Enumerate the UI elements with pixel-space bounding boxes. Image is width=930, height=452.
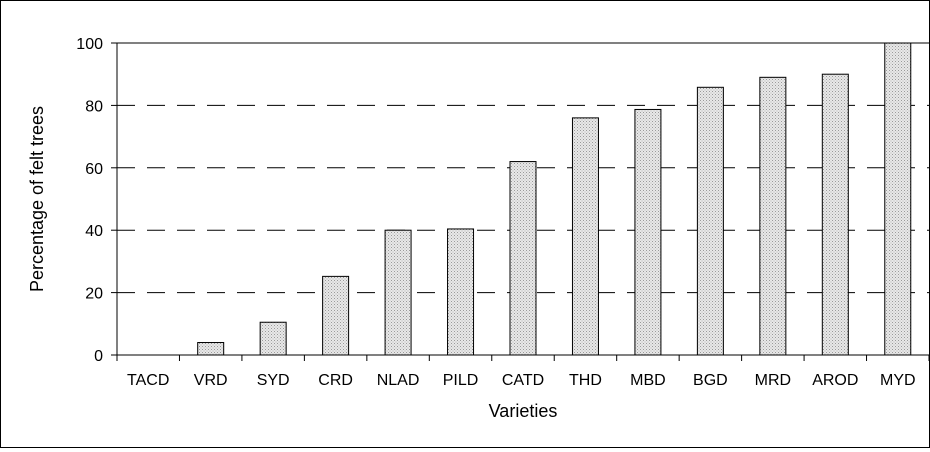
y-tick-label-80: 80 xyxy=(85,98,103,115)
x-tick-label-bgd: BGD xyxy=(693,372,728,389)
x-tick-label-vrd: VRD xyxy=(194,372,228,389)
x-tick-label-tacd: TACD xyxy=(127,372,169,389)
bar-syd xyxy=(259,321,287,356)
x-tick-label-catd: CATD xyxy=(502,372,544,389)
bar-pild xyxy=(447,228,475,356)
x-tick-label-thd: THD xyxy=(569,372,602,389)
x-tick-label-syd: SYD xyxy=(257,372,290,389)
bar-nlad xyxy=(384,229,412,356)
bar-mrd xyxy=(759,76,787,356)
x-axis-title: Varieties xyxy=(489,401,558,421)
bar-arod xyxy=(821,73,849,356)
x-tick-label-mrd: MRD xyxy=(755,372,791,389)
bar-vrd xyxy=(197,342,225,356)
y-axis-title: Percentage of felt trees xyxy=(27,106,47,292)
bar-thd xyxy=(571,117,599,356)
bar-myd xyxy=(884,42,912,356)
y-tick-label-0: 0 xyxy=(94,348,103,365)
bar-catd xyxy=(509,161,537,356)
y-tick-label-100: 100 xyxy=(76,36,103,53)
y-tick-label-20: 20 xyxy=(85,286,103,303)
x-tick-label-arod: AROD xyxy=(812,372,858,389)
x-tick-label-crd: CRD xyxy=(318,372,353,389)
x-tick-label-pild: PILD xyxy=(443,372,479,389)
x-tick-label-myd: MYD xyxy=(880,372,916,389)
x-tick-label-nlad: NLAD xyxy=(377,372,420,389)
bar-bgd xyxy=(696,86,724,356)
x-tick-label-mbd: MBD xyxy=(630,372,666,389)
axes xyxy=(111,42,930,361)
y-tick-label-40: 40 xyxy=(85,223,103,240)
bars xyxy=(197,42,912,356)
tick-labels: TACD VRD SYD CRD NLAD PILD CATD THD MBD BGD MRD ARO… xyxy=(76,36,915,389)
y-tick-label-60: 60 xyxy=(85,161,103,178)
bar-mbd xyxy=(634,108,662,356)
bar-crd xyxy=(322,275,350,356)
